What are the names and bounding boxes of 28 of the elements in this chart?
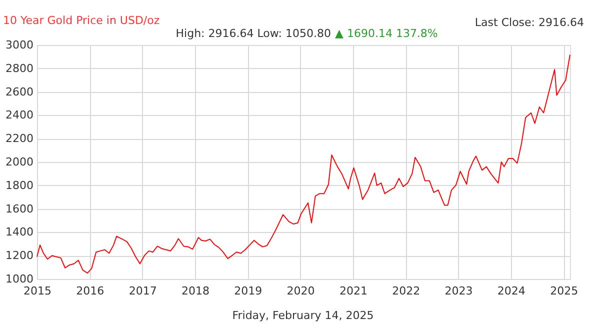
y-tick-label: 3000: [6, 38, 34, 52]
x-tick-label: 2021: [340, 284, 368, 298]
y-tick-label: 1400: [6, 226, 34, 239]
y-tick-label: 1200: [6, 249, 34, 262]
x-tick-label: 2024: [497, 284, 526, 298]
x-tick-label: 2023: [444, 284, 473, 298]
y-tick-label: 2800: [6, 62, 34, 75]
text: Last Close: 2916.64: [474, 16, 584, 29]
x-tick-label: 2020: [286, 284, 315, 298]
line-series: [36, 54, 570, 274]
x-tick-label: 2022: [392, 284, 420, 298]
y-tick-label: 1600: [6, 202, 34, 216]
text: ▲ 1690.14 137.8%: [335, 27, 438, 40]
text: Friday, February 14, 2025: [232, 309, 374, 322]
x-tick-label: 2016: [76, 284, 104, 298]
chart-title: 10 Year Gold Price in USD/oz: [3, 14, 160, 27]
y-tick-label: 1000: [6, 272, 34, 286]
y-tick-label: 2600: [6, 85, 34, 98]
x-tick-label: 2019: [234, 284, 262, 298]
text: High: 2916.64 Low: 1050.80: [176, 27, 331, 40]
y-tick-label: 2000: [6, 156, 34, 168]
x-tick-label: 2025: [550, 284, 578, 298]
x-tick-label: 2017: [128, 284, 157, 298]
y-tick-label: 2200: [6, 132, 34, 146]
x-tick-label: 2015: [24, 284, 52, 298]
y-tick-label: 2400: [6, 108, 34, 122]
y-tick-label: 1800: [6, 178, 34, 192]
x-tick-label: 2018: [182, 284, 210, 298]
